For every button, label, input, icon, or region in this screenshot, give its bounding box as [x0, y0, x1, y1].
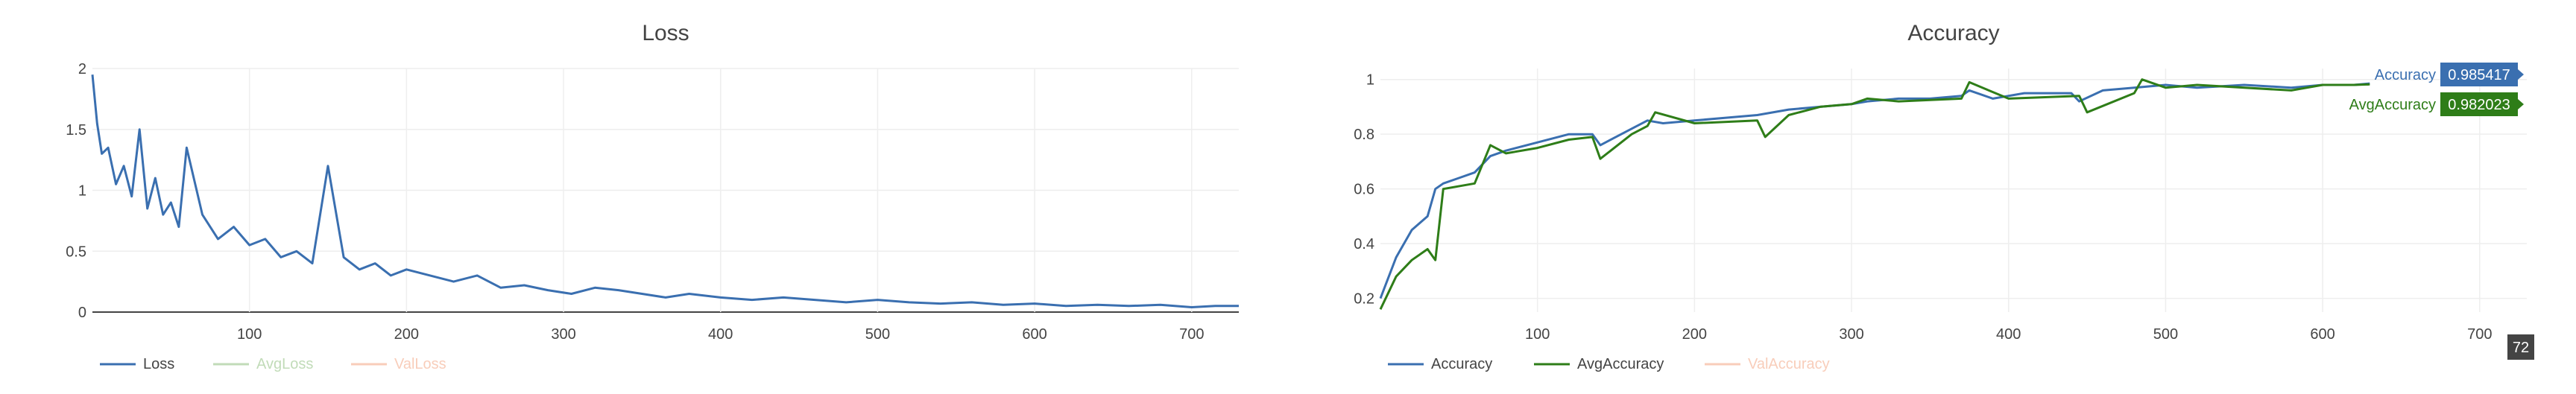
x-tick-label: 300	[551, 326, 575, 343]
hover-x-box	[2507, 334, 2534, 360]
x-tick-label: 100	[237, 326, 262, 343]
y-tick-label: 0.4	[1354, 236, 1374, 252]
loss-chart: Loss 0 0.5 1 1.5 2 100 200 300 400 500 600 700 Loss Av…	[66, 21, 1239, 372]
x-tick-label: 200	[1682, 326, 1707, 343]
x-tick-label: 600	[2310, 326, 2334, 343]
y-tick-label: 0	[78, 305, 86, 321]
x-tick-label: 500	[2153, 326, 2178, 343]
x-tick-label: 500	[865, 326, 890, 343]
x-tick-label: 400	[1996, 326, 2021, 343]
series-line-accuracy	[1379, 82, 2370, 299]
y-tick-label: 2	[78, 61, 86, 77]
x-tick-label: 700	[2467, 326, 2492, 343]
series-line-loss	[91, 74, 1239, 308]
y-tick-label: 0.2	[1354, 291, 1374, 308]
series-line-avgaccuracy	[1379, 78, 2370, 310]
legend-label: ValLoss	[394, 356, 446, 372]
y-tick-label: 1	[1366, 72, 1374, 89]
x-tick-label: 300	[1839, 326, 1863, 343]
legend-item-avgloss[interactable]: AvgLoss	[213, 356, 313, 372]
y-tick-label: 0.5	[66, 244, 86, 260]
legend-item-valloss[interactable]: ValLoss	[351, 356, 446, 372]
loss-chart-svg: Loss 0 0.5 1 1.5 2 100 200 300 400 500 600 700 Loss Av…	[66, 21, 1239, 372]
y-tick-label: 0.6	[1354, 182, 1374, 198]
grid	[92, 68, 1239, 313]
hover-value: 0.985417	[2448, 67, 2510, 83]
chart-title: Loss	[642, 21, 689, 45]
hover-series-name: Accuracy	[2375, 67, 2436, 83]
accuracy-chart-svg: Accuracy 0.2 0.4 0.6 0.8 1 100 200 300 400 500 600 7…	[1354, 21, 2534, 372]
y-tick-label: 1	[78, 183, 86, 200]
y-tick-label: 0.8	[1354, 127, 1374, 143]
legend-item-accuracy[interactable]: Accuracy	[1388, 356, 1492, 372]
legend-label: AvgLoss	[256, 356, 313, 372]
legend-item-valaccuracy[interactable]: ValAccuracy	[1705, 356, 1830, 372]
y-tick-label: 1.5	[66, 122, 86, 139]
chart-title: Accuracy	[1907, 21, 1999, 45]
hover-x-value: 72	[2513, 340, 2529, 356]
legend[interactable]: Loss AvgLoss ValLoss	[100, 356, 446, 372]
accuracy-chart: Accuracy 0.2 0.4 0.6 0.8 1 100 200 300 400 500 600 7…	[1288, 0, 2576, 394]
hover-series-name: AvgAccuracy	[2349, 97, 2436, 113]
x-tick-label: 100	[1525, 326, 1550, 343]
legend[interactable]: Accuracy AvgAccuracy ValAccuracy	[1388, 356, 1830, 372]
x-tick-label: 600	[1022, 326, 1046, 343]
legend-item-avgaccuracy[interactable]: AvgAccuracy	[1534, 356, 1664, 372]
hover-value-box	[2440, 63, 2518, 86]
hover-pointer	[2518, 99, 2524, 109]
hover-value-box	[2440, 92, 2518, 116]
x-tick-label: 700	[1179, 326, 1204, 343]
hover-labels: 0.985417 Accuracy 0.982023 AvgAccuracy 72	[2349, 63, 2534, 360]
x-tick-label: 400	[708, 326, 733, 343]
legend-item-loss[interactable]: Loss	[100, 356, 174, 372]
legend-label: ValAccuracy	[1748, 356, 1830, 372]
x-tick-label: 200	[394, 326, 419, 343]
hover-pointer	[2518, 69, 2524, 80]
hover-value: 0.982023	[2448, 97, 2510, 113]
legend-label: Accuracy	[1431, 356, 1492, 372]
legend-label: Loss	[143, 356, 174, 372]
legend-label: AvgAccuracy	[1577, 356, 1664, 372]
